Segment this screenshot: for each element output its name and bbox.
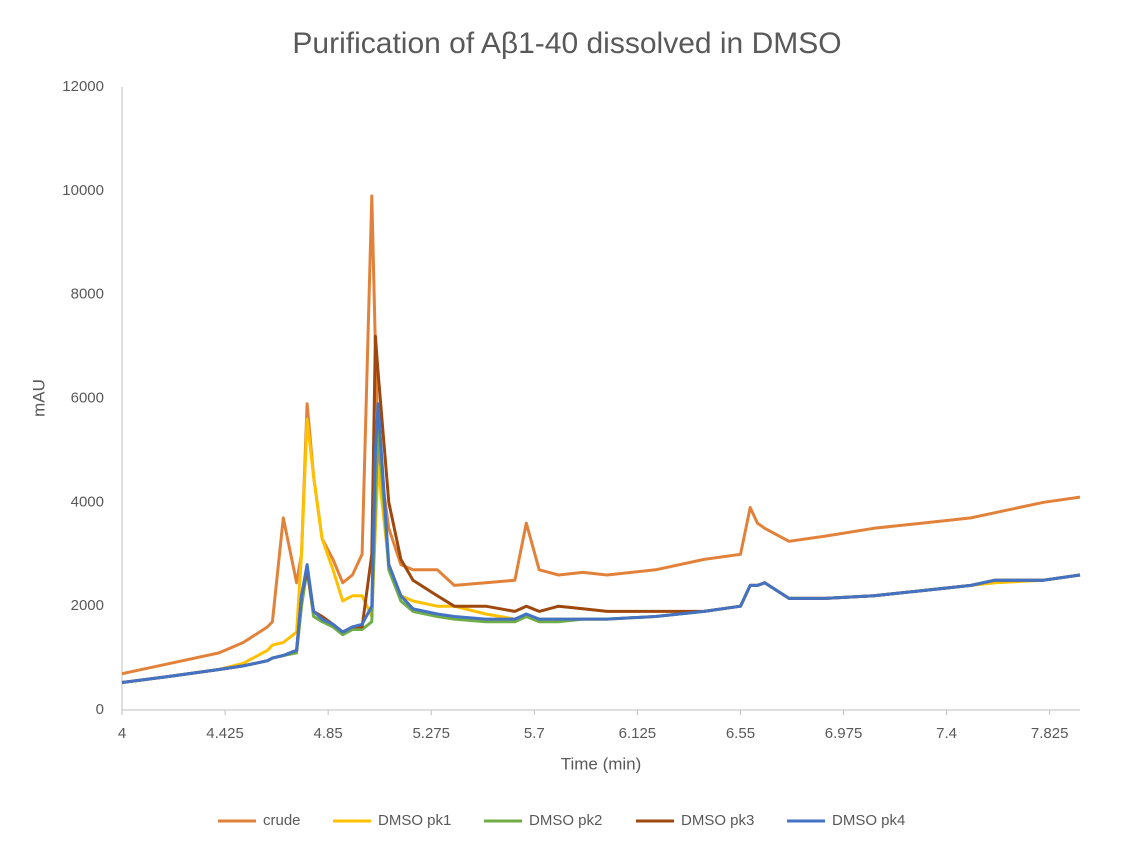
x-tick-label: 4.85 <box>314 725 343 742</box>
series-line <box>121 417 1081 684</box>
x-tick-label: 7.825 <box>1031 725 1069 742</box>
y-tick-label: 6000 <box>71 389 104 406</box>
legend-label: crude <box>263 812 301 829</box>
y-axis-title: mAU <box>29 379 48 417</box>
chart-title: Purification of Aβ1-40 dissolved in DMSO <box>292 27 841 60</box>
series-line <box>121 334 1081 684</box>
x-tick-label: 6.975 <box>825 725 863 742</box>
legend-label: DMSO pk1 <box>378 812 451 829</box>
y-tick-label: 12000 <box>62 78 104 95</box>
y-tick-label: 2000 <box>71 597 104 614</box>
legend-label: DMSO pk4 <box>832 812 905 829</box>
legend-label: DMSO pk3 <box>681 812 754 829</box>
x-tick-label: 6.125 <box>619 725 657 742</box>
series-line <box>121 402 1081 684</box>
x-tick-label: 4.425 <box>206 725 244 742</box>
series-line <box>121 194 1081 676</box>
x-axis-title: Time (min) <box>561 754 642 773</box>
legend-label: DMSO pk2 <box>529 812 602 829</box>
y-tick-label: 10000 <box>62 182 104 199</box>
y-tick-label: 4000 <box>71 493 104 510</box>
y-tick-label: 0 <box>96 701 104 718</box>
x-tick-label: 6.55 <box>726 725 755 742</box>
y-tick-label: 8000 <box>71 286 104 303</box>
x-tick-label: 5.275 <box>412 725 450 742</box>
series-line <box>121 423 1081 684</box>
x-tick-label: 7.4 <box>936 725 957 742</box>
x-tick-label: 5.7 <box>524 725 545 742</box>
x-tick-label: 4 <box>118 725 126 742</box>
